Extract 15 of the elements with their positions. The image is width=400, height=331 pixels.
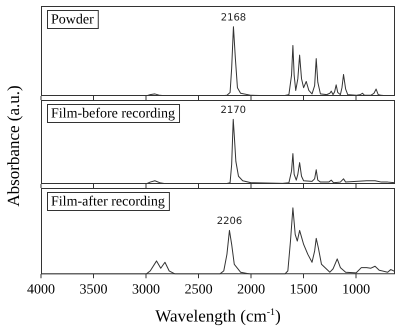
x-tick-label: 2500 (184, 282, 213, 298)
x-tick-label: 4000 (27, 282, 55, 298)
annotation: 2168 (220, 12, 246, 24)
chart-title: Film-after recording (51, 194, 165, 210)
y-axis-title: Absorbance (a.u.) (4, 85, 24, 207)
x-tick-label: 3500 (80, 282, 108, 298)
x-tick-label: 1000 (342, 282, 370, 298)
x-tick-label: 1500 (290, 282, 318, 298)
chart-title: Film-before recording (51, 106, 176, 122)
x-tick-label: 2000 (237, 282, 266, 298)
annotation: 2170 (220, 104, 246, 116)
annotation: 2206 (216, 216, 242, 228)
x-axis-title: Wavelength (cm$^{-1}$) (154, 306, 282, 328)
x-tick-label: 3000 (132, 282, 160, 298)
chart-title: Powder (51, 12, 94, 28)
